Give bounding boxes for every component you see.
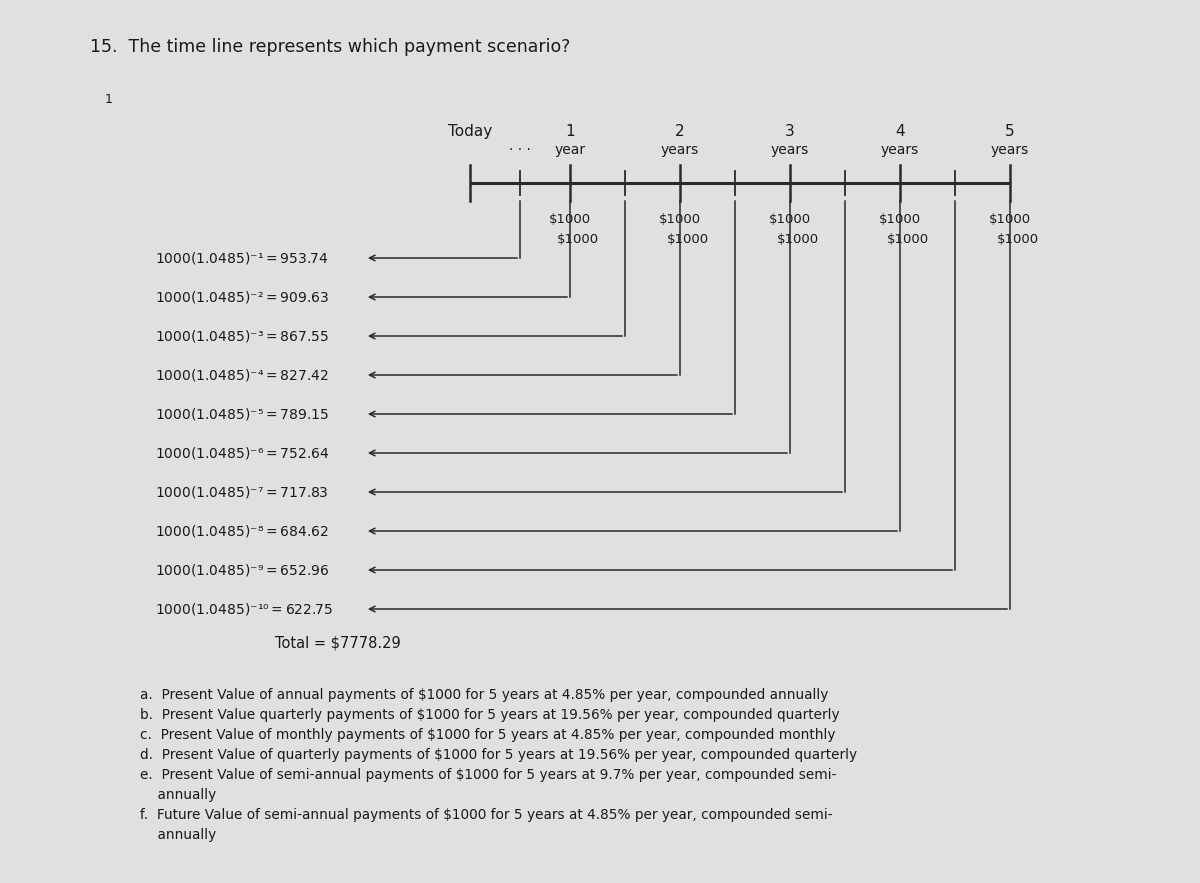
Text: 1: 1 [106, 93, 113, 106]
Text: $1000: $1000 [997, 233, 1039, 246]
Text: $1000: $1000 [557, 233, 599, 246]
Text: annually: annually [140, 828, 216, 842]
Text: $1000: $1000 [769, 213, 811, 226]
Text: c.  Present Value of monthly payments of $1000 for 5 years at 4.85% per year, co: c. Present Value of monthly payments of … [140, 728, 835, 742]
Text: annually: annually [140, 788, 216, 802]
Text: $1000(1.0485)⁻⁸= $684.62: $1000(1.0485)⁻⁸= $684.62 [155, 523, 329, 539]
Text: 15.  The time line represents which payment scenario?: 15. The time line represents which payme… [90, 38, 570, 56]
Text: f.  Future Value of semi-annual payments of $1000 for 5 years at 4.85% per year,: f. Future Value of semi-annual payments … [140, 808, 833, 822]
Text: $1000(1.0485)⁻⁵= $789.15: $1000(1.0485)⁻⁵= $789.15 [155, 406, 329, 422]
Text: 3: 3 [785, 124, 794, 139]
Text: 1: 1 [565, 124, 575, 139]
Text: $1000(1.0485)⁻⁴= $827.42: $1000(1.0485)⁻⁴= $827.42 [155, 367, 329, 383]
Text: $1000: $1000 [989, 213, 1031, 226]
Text: $1000: $1000 [878, 213, 922, 226]
Text: 4: 4 [895, 124, 905, 139]
Text: $1000(1.0485)⁻²= $909.63: $1000(1.0485)⁻²= $909.63 [155, 289, 329, 305]
Text: year: year [554, 143, 586, 157]
Text: $1000(1.0485)⁻⁷= $717.83: $1000(1.0485)⁻⁷= $717.83 [155, 484, 329, 500]
Text: years: years [770, 143, 809, 157]
Text: $1000(1.0485)⁻¹= $953.74: $1000(1.0485)⁻¹= $953.74 [155, 250, 329, 266]
Text: $1000: $1000 [776, 233, 820, 246]
Text: a.  Present Value of annual payments of $1000 for 5 years at 4.85% per year, com: a. Present Value of annual payments of $… [140, 688, 828, 702]
Text: $1000: $1000 [887, 233, 929, 246]
Text: 5: 5 [1006, 124, 1015, 139]
Text: $1000(1.0485)⁻¹⁰= $622.75: $1000(1.0485)⁻¹⁰= $622.75 [155, 601, 334, 617]
Text: $1000(1.0485)⁻⁶= $752.64: $1000(1.0485)⁻⁶= $752.64 [155, 445, 329, 461]
Text: years: years [661, 143, 700, 157]
Text: years: years [881, 143, 919, 157]
Text: b.  Present Value quarterly payments of $1000 for 5 years at 19.56% per year, co: b. Present Value quarterly payments of $… [140, 708, 840, 722]
Text: Total = $7778.29: Total = $7778.29 [275, 636, 401, 651]
Text: $1000: $1000 [548, 213, 592, 226]
Text: $1000: $1000 [659, 213, 701, 226]
Text: . . .: . . . [509, 139, 530, 153]
Text: $1000(1.0485)⁻⁹= $652.96: $1000(1.0485)⁻⁹= $652.96 [155, 562, 329, 578]
Text: d.  Present Value of quarterly payments of $1000 for 5 years at 19.56% per year,: d. Present Value of quarterly payments o… [140, 748, 857, 762]
Text: Today: Today [448, 124, 492, 139]
Text: $1000: $1000 [667, 233, 709, 246]
Text: years: years [991, 143, 1030, 157]
Text: $1000(1.0485)⁻³= $867.55: $1000(1.0485)⁻³= $867.55 [155, 328, 329, 344]
Text: 2: 2 [676, 124, 685, 139]
Text: e.  Present Value of semi-annual payments of $1000 for 5 years at 9.7% per year,: e. Present Value of semi-annual payments… [140, 768, 836, 782]
